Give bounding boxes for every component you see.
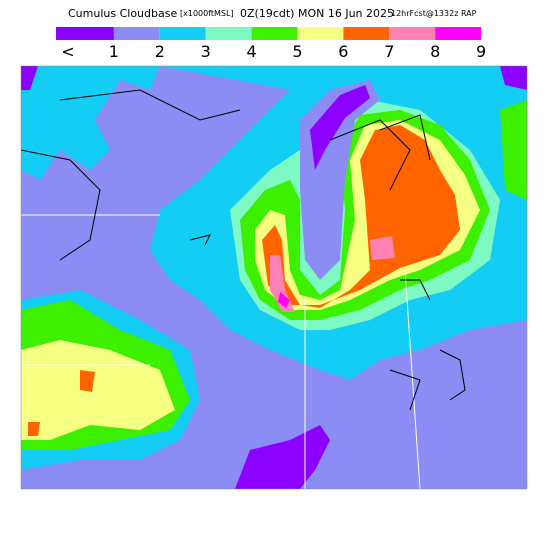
legend-label: 7 bbox=[384, 42, 394, 61]
map bbox=[20, 65, 528, 490]
units: [x1000ftMSL] bbox=[180, 9, 234, 18]
legend-swatch bbox=[435, 27, 482, 40]
legend-label: 6 bbox=[338, 42, 348, 61]
legend-label: < bbox=[61, 42, 74, 61]
legend-label: 1 bbox=[109, 42, 119, 61]
legend-label: 3 bbox=[201, 42, 211, 61]
legend-swatch bbox=[56, 27, 114, 40]
legend-swatch bbox=[159, 27, 206, 40]
legend-label: 9 bbox=[476, 42, 486, 61]
legend-label: 4 bbox=[247, 42, 257, 61]
valid-time: 0Z(19cdt) MON 16 Jun 2025 bbox=[240, 7, 394, 20]
legend-swatch bbox=[343, 27, 390, 40]
legend-swatch bbox=[251, 27, 298, 40]
legend-swatch bbox=[297, 27, 344, 40]
legend-label: 5 bbox=[292, 42, 302, 61]
legend-label: 2 bbox=[155, 42, 165, 61]
legend-swatch bbox=[389, 27, 436, 40]
legend-label: 8 bbox=[430, 42, 440, 61]
color-legend: <1 2 3 4 5 6 7 8 9 bbox=[56, 27, 486, 61]
legend-swatch bbox=[205, 27, 252, 40]
forecast: 12hrFcst@1332z RAP bbox=[391, 9, 477, 18]
legend-swatch bbox=[113, 27, 160, 40]
title: Cumulus Cloudbase bbox=[68, 7, 177, 20]
